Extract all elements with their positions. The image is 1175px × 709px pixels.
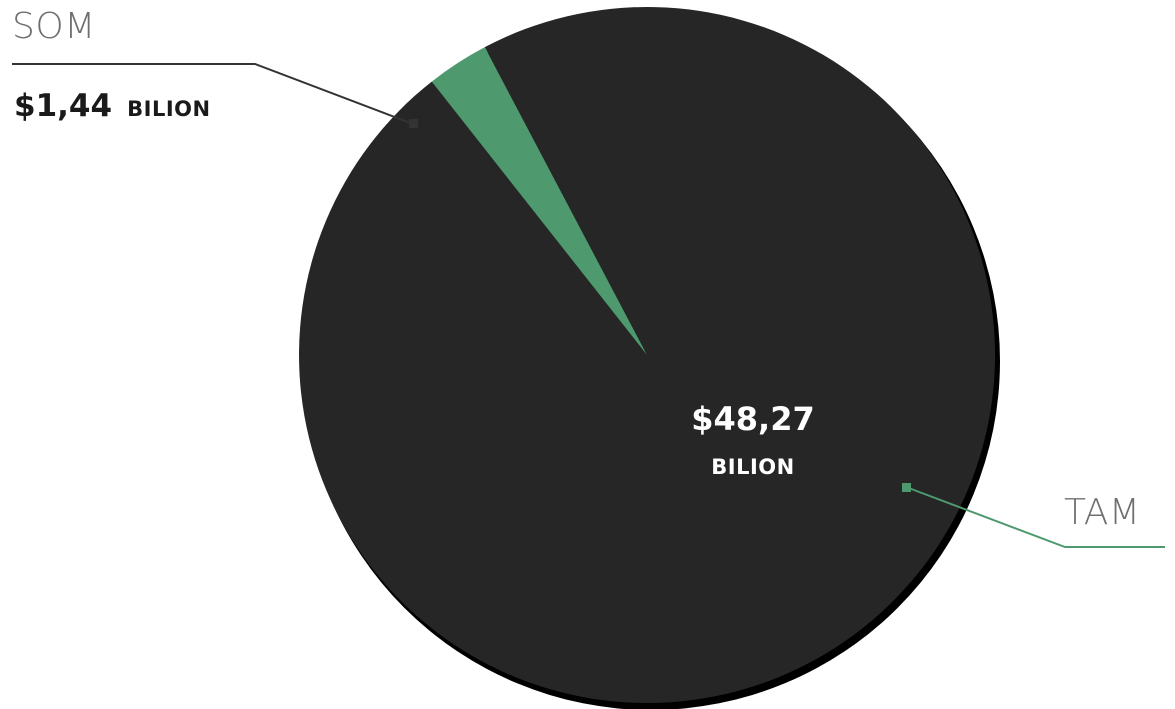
som-value-label: $1,44 BILION xyxy=(14,88,211,124)
som-leader-marker xyxy=(409,119,418,128)
tam-slice[interactable] xyxy=(299,6,996,703)
som-label: SOM xyxy=(12,6,96,47)
som-value: $1,44 xyxy=(14,88,112,124)
som-leader-line xyxy=(12,63,414,125)
tam-value: $48,27 xyxy=(691,400,814,438)
tam-label: TAM xyxy=(1064,492,1140,533)
som-slice[interactable] xyxy=(431,47,647,355)
tam-unit: BILION xyxy=(711,455,794,479)
tam-leader-marker xyxy=(902,483,911,492)
tam-leader-line xyxy=(905,486,1165,548)
som-unit: BILION xyxy=(127,97,210,121)
